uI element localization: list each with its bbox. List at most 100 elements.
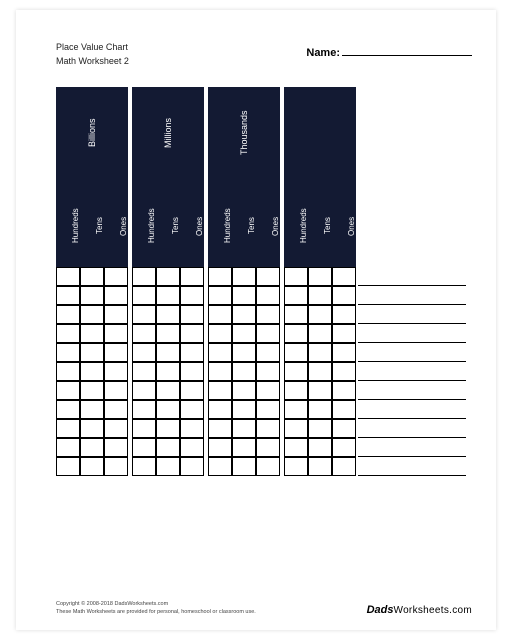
grid-cell[interactable] <box>180 419 204 438</box>
grid-cell[interactable] <box>132 267 156 286</box>
grid-cell[interactable] <box>308 362 332 381</box>
grid-cell[interactable] <box>332 324 356 343</box>
grid-cell[interactable] <box>256 400 280 419</box>
grid-cell[interactable] <box>208 324 232 343</box>
grid-cell[interactable] <box>180 381 204 400</box>
grid-cell[interactable] <box>156 419 180 438</box>
grid-cell[interactable] <box>256 267 280 286</box>
grid-cell[interactable] <box>232 362 256 381</box>
grid-cell[interactable] <box>208 267 232 286</box>
grid-cell[interactable] <box>80 457 104 476</box>
grid-cell[interactable] <box>284 362 308 381</box>
grid-cell[interactable] <box>56 267 80 286</box>
grid-cell[interactable] <box>284 438 308 457</box>
grid-cell[interactable] <box>56 400 80 419</box>
grid-cell[interactable] <box>308 286 332 305</box>
grid-cell[interactable] <box>80 286 104 305</box>
grid-cell[interactable] <box>208 381 232 400</box>
grid-cell[interactable] <box>104 324 128 343</box>
grid-cell[interactable] <box>104 400 128 419</box>
grid-cell[interactable] <box>208 457 232 476</box>
grid-cell[interactable] <box>180 286 204 305</box>
grid-cell[interactable] <box>104 457 128 476</box>
grid-cell[interactable] <box>332 400 356 419</box>
grid-cell[interactable] <box>156 286 180 305</box>
grid-cell[interactable] <box>56 457 80 476</box>
grid-cell[interactable] <box>104 362 128 381</box>
grid-cell[interactable] <box>156 381 180 400</box>
grid-cell[interactable] <box>308 343 332 362</box>
grid-cell[interactable] <box>256 324 280 343</box>
grid-cell[interactable] <box>208 343 232 362</box>
grid-cell[interactable] <box>56 305 80 324</box>
grid-cell[interactable] <box>284 400 308 419</box>
grid-cell[interactable] <box>180 362 204 381</box>
grid-cell[interactable] <box>132 438 156 457</box>
grid-cell[interactable] <box>256 286 280 305</box>
answer-line[interactable] <box>358 305 466 324</box>
grid-cell[interactable] <box>180 267 204 286</box>
grid-cell[interactable] <box>104 419 128 438</box>
grid-cell[interactable] <box>208 419 232 438</box>
grid-cell[interactable] <box>132 362 156 381</box>
grid-cell[interactable] <box>332 362 356 381</box>
grid-cell[interactable] <box>332 381 356 400</box>
grid-cell[interactable] <box>180 438 204 457</box>
grid-cell[interactable] <box>308 305 332 324</box>
grid-cell[interactable] <box>56 419 80 438</box>
grid-cell[interactable] <box>80 438 104 457</box>
grid-cell[interactable] <box>332 305 356 324</box>
grid-cell[interactable] <box>180 324 204 343</box>
grid-cell[interactable] <box>284 267 308 286</box>
grid-cell[interactable] <box>56 381 80 400</box>
grid-cell[interactable] <box>80 419 104 438</box>
answer-line[interactable] <box>358 324 466 343</box>
grid-cell[interactable] <box>332 286 356 305</box>
grid-cell[interactable] <box>308 400 332 419</box>
grid-cell[interactable] <box>284 343 308 362</box>
grid-cell[interactable] <box>232 457 256 476</box>
grid-cell[interactable] <box>132 324 156 343</box>
grid-cell[interactable] <box>284 324 308 343</box>
grid-cell[interactable] <box>284 419 308 438</box>
grid-cell[interactable] <box>256 343 280 362</box>
grid-cell[interactable] <box>80 343 104 362</box>
grid-cell[interactable] <box>308 324 332 343</box>
grid-cell[interactable] <box>80 400 104 419</box>
grid-cell[interactable] <box>180 343 204 362</box>
grid-cell[interactable] <box>156 305 180 324</box>
grid-cell[interactable] <box>232 324 256 343</box>
grid-cell[interactable] <box>156 362 180 381</box>
answer-line[interactable] <box>358 267 466 286</box>
grid-cell[interactable] <box>80 381 104 400</box>
grid-cell[interactable] <box>208 438 232 457</box>
grid-cell[interactable] <box>284 305 308 324</box>
grid-cell[interactable] <box>132 457 156 476</box>
grid-cell[interactable] <box>308 419 332 438</box>
grid-cell[interactable] <box>104 381 128 400</box>
grid-cell[interactable] <box>80 305 104 324</box>
answer-line[interactable] <box>358 381 466 400</box>
grid-cell[interactable] <box>132 400 156 419</box>
grid-cell[interactable] <box>80 362 104 381</box>
grid-cell[interactable] <box>232 400 256 419</box>
grid-cell[interactable] <box>232 305 256 324</box>
grid-cell[interactable] <box>56 438 80 457</box>
grid-cell[interactable] <box>56 362 80 381</box>
grid-cell[interactable] <box>284 286 308 305</box>
grid-cell[interactable] <box>284 457 308 476</box>
grid-cell[interactable] <box>332 419 356 438</box>
grid-cell[interactable] <box>156 343 180 362</box>
grid-cell[interactable] <box>104 305 128 324</box>
grid-cell[interactable] <box>256 438 280 457</box>
grid-cell[interactable] <box>332 457 356 476</box>
grid-cell[interactable] <box>180 305 204 324</box>
grid-cell[interactable] <box>232 438 256 457</box>
answer-line[interactable] <box>358 286 466 305</box>
grid-cell[interactable] <box>132 305 156 324</box>
grid-cell[interactable] <box>208 400 232 419</box>
grid-cell[interactable] <box>284 381 308 400</box>
grid-cell[interactable] <box>208 286 232 305</box>
grid-cell[interactable] <box>156 457 180 476</box>
grid-cell[interactable] <box>156 400 180 419</box>
